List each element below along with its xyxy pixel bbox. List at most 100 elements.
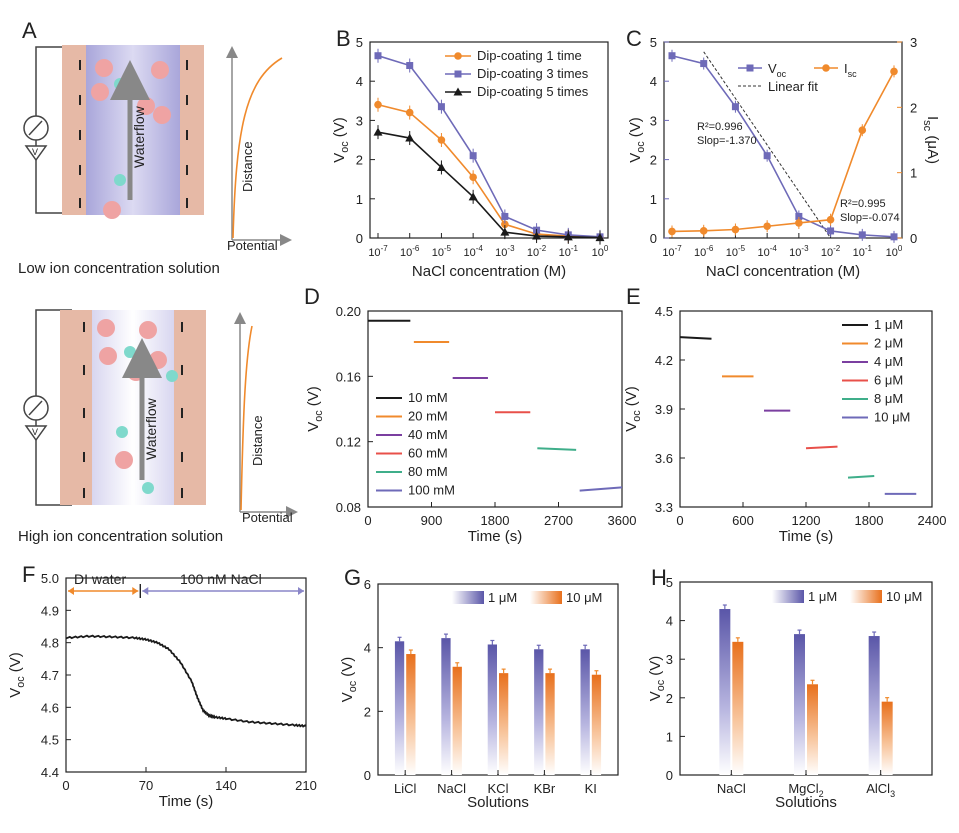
annotation-di-water: DI water bbox=[74, 571, 126, 587]
x-tick-label: AlCl3 bbox=[866, 781, 895, 799]
y-axis-label-main: V bbox=[331, 153, 348, 163]
bar-0 bbox=[487, 644, 497, 775]
x-tick-label-exp: -5 bbox=[738, 244, 746, 253]
y-tick-label: 0.08 bbox=[336, 500, 361, 515]
tube-wall-left bbox=[60, 310, 94, 505]
x-tick-label-base: 10 bbox=[527, 247, 539, 259]
plot-frame bbox=[679, 581, 933, 776]
y-tick-label: 0 bbox=[356, 231, 363, 246]
x-tick-label: 10-4 bbox=[757, 244, 777, 259]
legend-label: 40 mM bbox=[408, 427, 448, 442]
waterflow-label: Waterflow bbox=[131, 105, 147, 168]
bar-1 bbox=[732, 641, 744, 775]
x-tick-label: 10-6 bbox=[694, 244, 714, 259]
legend-marker bbox=[746, 64, 754, 72]
y-axis-label-unit: (V) bbox=[627, 117, 644, 141]
legend-label: 1 μM bbox=[488, 590, 517, 605]
x-tick-label-sub: 2 bbox=[819, 789, 824, 799]
bar-0 bbox=[719, 609, 731, 775]
y-tick-label: 4 bbox=[356, 74, 363, 89]
x-tick-label: NaCl bbox=[717, 781, 746, 796]
y-axis-label-sub: oc bbox=[339, 141, 351, 153]
series-line-2 bbox=[377, 131, 601, 239]
data-point bbox=[699, 227, 708, 235]
data-point bbox=[858, 231, 866, 239]
data-point bbox=[795, 212, 803, 220]
surface-charge-marks bbox=[83, 322, 183, 498]
data-point bbox=[436, 162, 446, 171]
y-axis-label-unit: (V) bbox=[339, 657, 356, 681]
data-point bbox=[826, 215, 835, 224]
legend-fit-label: Linear fit bbox=[768, 79, 818, 94]
x-tick-label: 10-3 bbox=[495, 244, 515, 259]
series-line-4 bbox=[847, 474, 875, 479]
legend-swatch bbox=[452, 591, 484, 604]
x-tick-label: 10-2 bbox=[821, 244, 841, 259]
panel-letter-c: C bbox=[626, 26, 642, 51]
x-tick-label: 2400 bbox=[918, 513, 947, 528]
data-point bbox=[858, 126, 867, 134]
x-tick-label: 10-6 bbox=[400, 244, 420, 259]
data-point bbox=[668, 52, 676, 60]
bar-0 bbox=[794, 634, 805, 775]
y-tick-label: 4 bbox=[666, 614, 673, 629]
distance-axis-label: Distance bbox=[250, 415, 265, 466]
legend-marker bbox=[454, 70, 462, 78]
x-tick-label: 10-2 bbox=[527, 244, 547, 259]
data-point bbox=[731, 225, 740, 234]
x-tick-label: 1800 bbox=[481, 513, 510, 528]
y-tick-label: 2 bbox=[650, 153, 657, 168]
data-point bbox=[890, 67, 898, 76]
y-axis-label-sub: oc bbox=[313, 410, 325, 422]
y-axis-label-main: V bbox=[7, 688, 24, 698]
x-tick-label-main: NaCl bbox=[717, 781, 746, 796]
x-tick-label-main: AlCl bbox=[866, 781, 890, 796]
caption-low-ion: Low ion concentration solution bbox=[18, 260, 220, 277]
y-axis-label-main: V bbox=[647, 691, 664, 701]
legend-label: Dip-coating 3 times bbox=[477, 66, 589, 81]
x-tick-label-base: 10 bbox=[726, 247, 738, 259]
y2-tick-label: 2 bbox=[910, 100, 917, 115]
x-tick-label: 100 bbox=[592, 244, 609, 259]
data-point bbox=[595, 233, 605, 242]
x-tick-label-exp: -4 bbox=[476, 244, 484, 253]
y-tick-label: 4.4 bbox=[41, 765, 59, 780]
y-tick-label: 2 bbox=[666, 691, 673, 706]
x-tick-label-base: 10 bbox=[853, 247, 865, 259]
bar-1 bbox=[807, 684, 818, 775]
series-line-0 bbox=[679, 336, 712, 340]
distance-axis-label: Distance bbox=[240, 141, 255, 192]
x-tick-label-exp: -1 bbox=[571, 244, 579, 253]
bar-0 bbox=[580, 649, 590, 775]
meter-label: V bbox=[32, 427, 38, 437]
y-tick-label: 2 bbox=[364, 704, 371, 719]
meter-label: V bbox=[32, 147, 38, 157]
y-tick-label: 2 bbox=[356, 153, 363, 168]
x-tick-label-exp: -7 bbox=[381, 244, 389, 253]
legend-label: 1 μM bbox=[874, 317, 903, 332]
bar-1 bbox=[452, 666, 462, 775]
x-tick-label-base: 10 bbox=[495, 247, 507, 259]
legend-label-main: I bbox=[844, 61, 848, 76]
y-tick-label: 3 bbox=[666, 652, 673, 667]
legend-label: Dip-coating 5 times bbox=[477, 84, 589, 99]
tube-channel bbox=[92, 310, 174, 505]
y-tick-label: 4.7 bbox=[41, 668, 59, 683]
y-axis-label-main: V bbox=[627, 153, 644, 163]
x-tick-label: MgCl2 bbox=[788, 781, 823, 799]
x-tick-label: 0 bbox=[676, 513, 683, 528]
legend-swatch bbox=[530, 591, 562, 604]
series-line-1 bbox=[377, 54, 601, 238]
waterflow-label: Waterflow bbox=[143, 397, 159, 460]
y-tick-label: 0 bbox=[666, 768, 673, 783]
plot-frame bbox=[663, 41, 903, 239]
data-point bbox=[374, 52, 382, 60]
x-tick-label: KCl bbox=[488, 781, 509, 796]
y-tick-label: 4.5 bbox=[655, 304, 673, 319]
legend-label-sub: sc bbox=[848, 69, 858, 79]
bar-0 bbox=[441, 638, 451, 775]
y-tick-label: 3.3 bbox=[655, 500, 673, 515]
potential-curve-low: Distance Potential bbox=[226, 46, 292, 253]
data-point bbox=[731, 103, 739, 111]
y-tick-label: 1 bbox=[356, 192, 363, 207]
